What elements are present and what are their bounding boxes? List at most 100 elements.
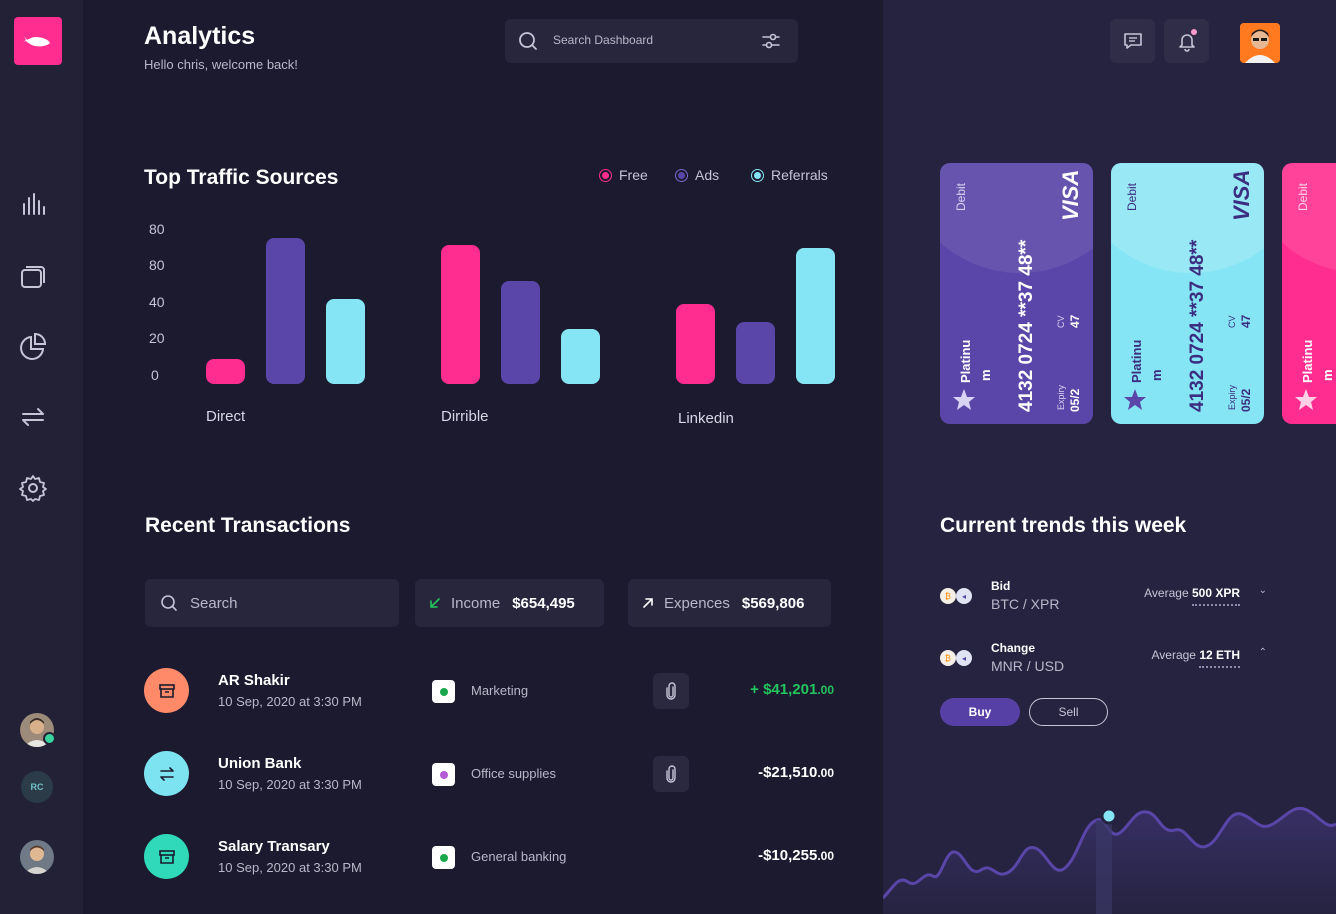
trend-marker-point[interactable] <box>1100 807 1118 825</box>
trend-pair: MNR / USD <box>991 658 1065 674</box>
transaction-row[interactable]: Salary Transary 10 Sep, 2020 at 3:30 PM … <box>144 832 834 882</box>
trends-title: Current trends this week <box>940 514 1187 537</box>
card-type: Debit <box>954 182 968 211</box>
trend-average-value: 12 ETH <box>1199 648 1240 668</box>
trend-average-label: Average <box>1151 648 1196 662</box>
trend-line-chart <box>883 807 1336 914</box>
transaction-date: 10 Sep, 2020 at 3:30 PM <box>218 860 362 875</box>
user-avatar[interactable] <box>1240 23 1280 63</box>
card-type: Debit <box>1125 182 1139 211</box>
category-tag <box>432 846 455 869</box>
card-tier: Platinu <box>1300 339 1315 383</box>
sidebar: RC <box>0 0 83 914</box>
legend-free-dot <box>599 168 612 182</box>
sidebar-item-transfers[interactable] <box>17 401 49 433</box>
team-avatar-2[interactable] <box>20 840 54 874</box>
search-icon <box>161 595 177 611</box>
x-category-label: Linkedin <box>678 410 734 427</box>
filter-icon[interactable] <box>761 31 781 51</box>
chat-icon <box>1123 33 1142 49</box>
bar-chart-icon <box>23 193 45 215</box>
card-cv-label: CV <box>1227 315 1237 328</box>
bar-referrals-direct <box>326 299 365 384</box>
search-icon <box>519 32 537 50</box>
trend-row[interactable]: ₿ ◂ Bid BTC / XPR Average 500 XPR ⌄ <box>940 579 1270 623</box>
card-cv: 47 <box>1068 314 1082 328</box>
sell-button[interactable]: Sell <box>1029 698 1108 726</box>
page-title: Analytics <box>144 22 256 50</box>
card-tier-suffix: m <box>978 369 993 381</box>
expenses-label: Expences <box>664 594 730 612</box>
transaction-category: General banking <box>471 849 567 864</box>
dashboard-search[interactable]: Search Dashboard <box>505 19 798 63</box>
transaction-row[interactable]: AR Shakir 10 Sep, 2020 at 3:30 PM Market… <box>144 666 834 716</box>
bar-ads-dirrible <box>501 280 540 384</box>
transaction-row[interactable]: Union Bank 10 Sep, 2020 at 3:30 PM Offic… <box>144 749 834 799</box>
category-tag <box>432 763 455 786</box>
person-avatar-icon <box>20 840 54 874</box>
legend-ads: Ads <box>675 167 719 183</box>
bar-free-direct <box>206 359 245 384</box>
attachment-button[interactable] <box>653 673 689 709</box>
right-panel: Debit VISA 4132 0724 **37 48** CV 47 Exp… <box>883 0 1336 914</box>
pie-chart-icon <box>20 332 47 360</box>
trend-kind: Change <box>991 641 1036 655</box>
bar-free-linkedin <box>676 303 715 384</box>
transaction-amount-cents: .00 <box>817 683 834 697</box>
chevron-down-icon[interactable]: ⌄ <box>1258 585 1267 596</box>
trend-row[interactable]: ₿ ◂ Change MNR / USD Average 12 ETH ⌃ <box>940 641 1270 685</box>
card-brand: VISA <box>1058 169 1083 221</box>
gear-icon <box>19 475 47 502</box>
card-type: Debit <box>1296 182 1310 211</box>
legend-referrals: Referrals <box>751 167 828 183</box>
sidebar-item-cards[interactable] <box>17 260 49 292</box>
transaction-amount-main: -$10,255 <box>758 847 818 864</box>
transaction-amount: -$10,255.00 <box>758 847 834 864</box>
trend-average: Average 500 XPR <box>1144 586 1240 606</box>
sidebar-item-analytics[interactable] <box>17 188 49 220</box>
legend-ads-label: Ads <box>695 167 720 183</box>
transaction-amount-main: -$21,510 <box>758 764 818 781</box>
arrow-down-left-icon <box>430 598 440 608</box>
card-tier-suffix: m <box>1149 369 1164 381</box>
transaction-category: Marketing <box>471 683 529 698</box>
archive-icon <box>158 849 175 864</box>
card-cv: 47 <box>1239 314 1253 328</box>
app-logo[interactable] <box>14 17 62 65</box>
legend-ads-dot <box>675 168 688 182</box>
transaction-name: AR Shakir <box>218 672 290 689</box>
team-avatar-initials[interactable]: RC <box>21 771 53 803</box>
debit-card[interactable]: Debit VISA 4132 0724 **37 48** CV 47 Exp… <box>940 163 1093 424</box>
buy-button[interactable]: Buy <box>940 698 1020 726</box>
transaction-amount-cents: .00 <box>817 766 834 780</box>
attachment-button[interactable] <box>653 756 689 792</box>
sidebar-item-settings[interactable] <box>17 472 49 504</box>
bitcoin-coin-icon: ₿ <box>940 588 956 604</box>
card-tier-suffix: m <box>1320 369 1335 381</box>
trend-marker-bar <box>1096 820 1112 914</box>
y-tick-label: 20 <box>149 330 165 346</box>
debit-card[interactable]: Debit Platinu m <box>1282 163 1336 424</box>
traffic-title: Top Traffic Sources <box>144 166 339 189</box>
transactions-search[interactable]: Search <box>145 579 399 627</box>
debit-card[interactable]: Debit VISA 4132 0724 **37 48** CV 47 Exp… <box>1111 163 1264 424</box>
transfer-icon <box>22 408 44 426</box>
dashboard-search-placeholder: Search Dashboard <box>553 33 654 47</box>
transaction-amount-main: + $41,201 <box>750 681 818 698</box>
transaction-avatar <box>144 751 189 796</box>
income-summary: Income $654,495 <box>415 579 604 627</box>
card-tier: Platinu <box>958 339 973 383</box>
card-tier: Platinu <box>1129 339 1144 383</box>
trend-average: Average 12 ETH <box>1151 648 1240 668</box>
paperclip-icon <box>666 682 676 700</box>
bell-icon <box>1178 34 1195 52</box>
bar-ads-direct <box>266 237 305 384</box>
page-subtitle: Hello chris, welcome back! <box>144 57 298 72</box>
messages-button[interactable] <box>1110 19 1155 63</box>
chevron-up-icon[interactable]: ⌃ <box>1258 647 1267 658</box>
notifications-button[interactable] <box>1164 19 1209 63</box>
star-icon <box>953 389 975 410</box>
card-decor <box>1282 163 1336 273</box>
transactions-title: Recent Transactions <box>145 514 351 537</box>
sidebar-item-reports[interactable] <box>17 330 49 362</box>
